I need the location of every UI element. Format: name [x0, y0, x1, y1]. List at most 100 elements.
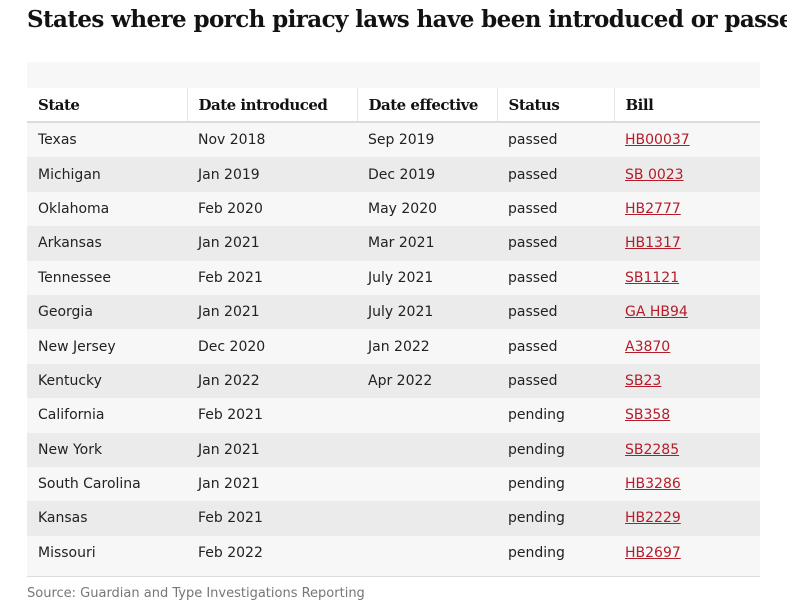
- bill-link[interactable]: SB23: [625, 372, 662, 389]
- bill-link[interactable]: HB3286: [625, 476, 681, 493]
- cell-state: New York: [27, 432, 187, 467]
- cell-date-introduced: Jan 2021: [187, 432, 357, 467]
- cell-bill: GA HB94: [614, 294, 760, 330]
- cell-date-introduced: Dec 2020: [187, 329, 357, 364]
- bill-link[interactable]: SB2285: [625, 441, 680, 458]
- table-row: Tennessee Feb 2021 July 2021 passed SB1121: [27, 260, 760, 295]
- bill-link[interactable]: SB 0023: [625, 166, 684, 183]
- cell-status: pending: [497, 398, 614, 433]
- cell-date-introduced: Jan 2021: [187, 226, 357, 261]
- bill-link[interactable]: A3870: [625, 338, 671, 355]
- cell-state: Arkansas: [27, 226, 187, 261]
- cell-bill: SB23: [614, 363, 760, 399]
- cell-bill: HB00037: [614, 122, 760, 158]
- cell-date-effective: [357, 535, 497, 571]
- cell-date-introduced: Jan 2021: [187, 294, 357, 330]
- cell-date-effective: Apr 2022: [357, 363, 497, 399]
- bills-table: State Date introduced Date effective Sta…: [27, 88, 760, 571]
- cell-bill: SB 0023: [614, 157, 760, 192]
- cell-status: pending: [497, 501, 614, 536]
- table-row: Missouri Feb 2022 pending HB2697: [27, 535, 760, 571]
- cell-bill: HB2697: [614, 535, 760, 571]
- cell-bill: SB1121: [614, 260, 760, 295]
- cell-date-effective: Dec 2019: [357, 157, 497, 192]
- cell-date-effective: [357, 466, 497, 502]
- chart-title: States where porch piracy laws have been…: [27, 6, 787, 33]
- cell-date-effective: July 2021: [357, 294, 497, 330]
- bill-link[interactable]: HB2229: [625, 510, 681, 527]
- header-date-introduced[interactable]: Date introduced: [186, 88, 357, 123]
- table-row: Arkansas Jan 2021 Mar 2021 passed HB1317: [27, 226, 760, 261]
- cell-status: passed: [497, 122, 614, 158]
- table-row: Texas Nov 2018 Sep 2019 passed HB00037: [27, 122, 760, 158]
- cell-state: South Carolina: [27, 466, 187, 502]
- cell-status: pending: [497, 466, 614, 502]
- cell-state: Missouri: [27, 535, 187, 571]
- cell-state: California: [27, 398, 187, 433]
- cell-status: pending: [497, 535, 614, 571]
- table-row: California Feb 2021 pending SB358: [27, 398, 760, 433]
- source-note: Source: Guardian and Type Investigations…: [27, 586, 365, 601]
- table-row: South Carolina Jan 2021 pending HB3286: [27, 466, 760, 502]
- cell-date-effective: [357, 432, 497, 467]
- header-date-effective[interactable]: Date effective: [356, 88, 497, 123]
- cell-status: passed: [497, 191, 614, 227]
- cell-state: Oklahoma: [27, 191, 187, 227]
- table-container: State Date introduced Date effective Sta…: [27, 62, 760, 576]
- cell-bill: HB1317: [614, 226, 760, 261]
- cell-date-introduced: Jan 2022: [187, 363, 357, 399]
- bill-link[interactable]: HB00037: [625, 132, 690, 149]
- cell-date-effective: [357, 501, 497, 536]
- cell-status: passed: [497, 294, 614, 330]
- table-row: New York Jan 2021 pending SB2285: [27, 432, 760, 467]
- cell-bill: HB2777: [614, 191, 760, 227]
- cell-bill: HB2229: [614, 501, 760, 536]
- cell-date-effective: Jan 2022: [357, 329, 497, 364]
- table-row: Oklahoma Feb 2020 May 2020 passed HB2777: [27, 191, 760, 227]
- cell-state: Texas: [27, 122, 187, 158]
- cell-date-introduced: Feb 2021: [187, 501, 357, 536]
- cell-state: Georgia: [27, 294, 187, 330]
- table-row: Georgia Jan 2021 July 2021 passed GA HB94: [27, 294, 760, 330]
- cell-date-effective: Sep 2019: [357, 122, 497, 158]
- cell-date-effective: July 2021: [357, 260, 497, 295]
- header-row: State Date introduced Date effective Sta…: [27, 88, 760, 123]
- bill-link[interactable]: HB1317: [625, 235, 681, 252]
- cell-state: New Jersey: [27, 329, 187, 364]
- cell-date-effective: May 2020: [357, 191, 497, 227]
- cell-status: passed: [497, 363, 614, 399]
- table-row: Kentucky Jan 2022 Apr 2022 passed SB23: [27, 363, 760, 399]
- cell-bill: SB2285: [614, 432, 760, 467]
- header-state[interactable]: State: [27, 88, 187, 123]
- table-row: Kansas Feb 2021 pending HB2229: [27, 501, 760, 536]
- cell-bill: SB358: [614, 398, 760, 433]
- bill-link[interactable]: GA HB94: [625, 304, 688, 321]
- cell-state: Michigan: [27, 157, 187, 192]
- cell-date-introduced: Jan 2021: [187, 466, 357, 502]
- cell-status: passed: [497, 260, 614, 295]
- cell-state: Kansas: [27, 501, 187, 536]
- bill-link[interactable]: HB2697: [625, 544, 681, 561]
- cell-date-introduced: Nov 2018: [187, 122, 357, 158]
- cell-date-effective: Mar 2021: [357, 226, 497, 261]
- cell-bill: HB3286: [614, 466, 760, 502]
- cell-date-introduced: Feb 2021: [187, 260, 357, 295]
- table-row: Michigan Jan 2019 Dec 2019 passed SB 0023: [27, 157, 760, 192]
- header-bill[interactable]: Bill: [613, 88, 760, 123]
- cell-status: pending: [497, 432, 614, 467]
- cell-date-effective: [357, 398, 497, 433]
- bill-link[interactable]: SB1121: [625, 269, 680, 286]
- bill-link[interactable]: SB358: [625, 407, 671, 424]
- bill-link[interactable]: HB2777: [625, 200, 681, 217]
- cell-status: passed: [497, 329, 614, 364]
- cell-state: Kentucky: [27, 363, 187, 399]
- cell-date-introduced: Jan 2019: [187, 157, 357, 192]
- cell-bill: A3870: [614, 329, 760, 364]
- cell-date-introduced: Feb 2022: [187, 535, 357, 571]
- cell-status: passed: [497, 226, 614, 261]
- table-row: New Jersey Dec 2020 Jan 2022 passed A3870: [27, 329, 760, 364]
- divider: [27, 576, 760, 577]
- cell-date-introduced: Feb 2021: [187, 398, 357, 433]
- cell-date-introduced: Feb 2020: [187, 191, 357, 227]
- header-status[interactable]: Status: [496, 88, 614, 123]
